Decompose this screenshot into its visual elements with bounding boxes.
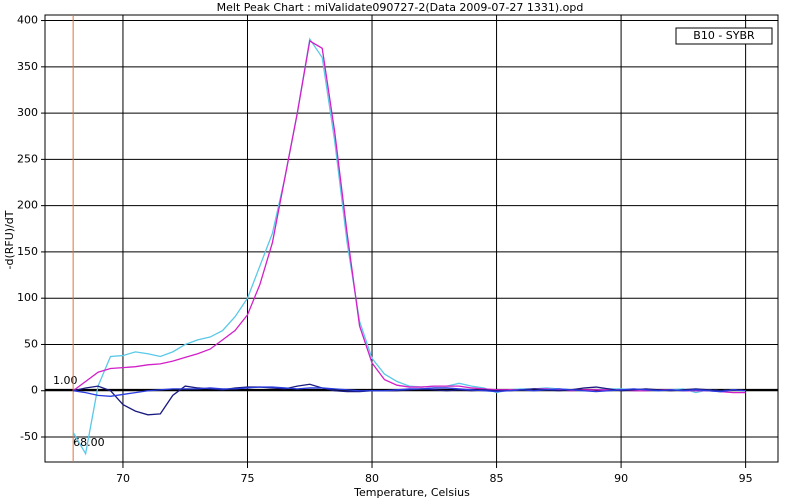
chart-title: Melt Peak Chart : miValidate090727-2(Dat… — [217, 1, 584, 14]
x-tick-label: 80 — [365, 472, 379, 485]
x-tick-label: 75 — [240, 472, 254, 485]
x-tick-label: 90 — [614, 472, 628, 485]
x-tick-label: 85 — [490, 472, 504, 485]
plot-frame — [44, 14, 779, 463]
y-tick-label: 50 — [24, 337, 38, 350]
x-axis-label: Temperature, Celsius — [353, 486, 470, 499]
y-axis-label: -d(RFU)/dT — [3, 210, 16, 269]
legend-box — [675, 27, 773, 45]
series-line — [73, 386, 746, 397]
y-tick-label: 250 — [17, 152, 38, 165]
y-tick-label: 100 — [17, 291, 38, 304]
y-tick-label: 300 — [17, 106, 38, 119]
y-tick-label: -50 — [20, 430, 38, 443]
y-tick-label: 400 — [17, 14, 38, 27]
series-line — [72, 383, 746, 416]
x-tick-label: 70 — [116, 472, 130, 485]
y-tick-label: 150 — [17, 245, 38, 258]
y-tick-label: 200 — [17, 199, 38, 212]
x-tick-label: 95 — [739, 472, 753, 485]
y-tick-label: 350 — [17, 60, 38, 73]
threshold-label: 1.00 — [53, 374, 78, 387]
legend-text: B10 - SYBR — [693, 29, 755, 42]
y-tick-label: 0 — [31, 384, 38, 397]
series-line — [72, 39, 746, 394]
